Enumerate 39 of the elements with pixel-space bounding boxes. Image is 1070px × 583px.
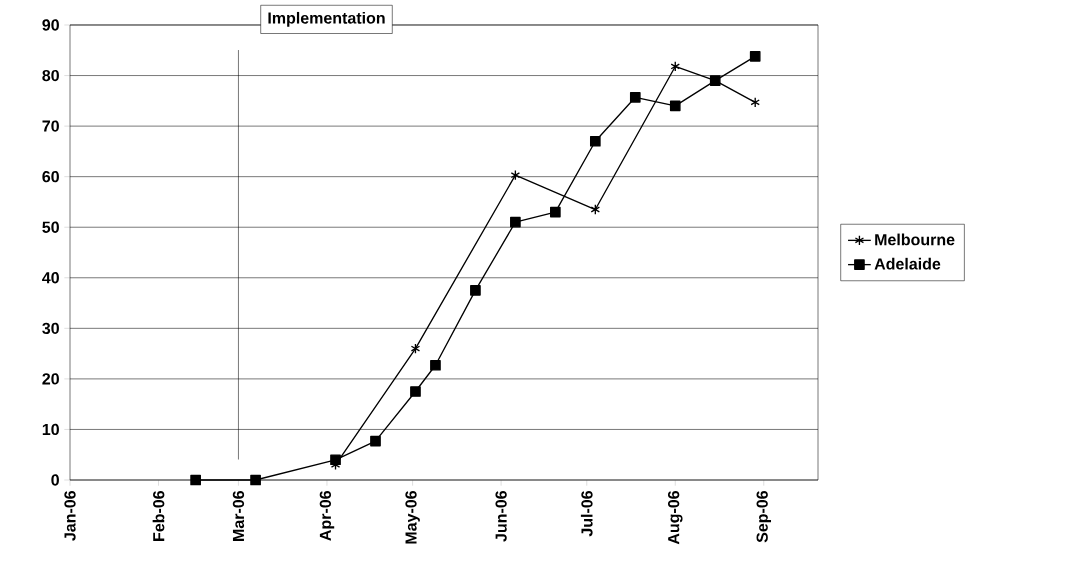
x-tick-label: Feb-06 (152, 490, 165, 541)
point (749, 51, 761, 62)
point (250, 474, 261, 486)
y-tick-label: 0 (51, 474, 59, 486)
point (750, 97, 760, 108)
point (590, 204, 601, 215)
point (670, 61, 680, 72)
y-tick-label: 60 (42, 171, 59, 183)
x-tick-label: Aug-06 (667, 490, 683, 545)
y-tick-label: 30 (42, 322, 59, 335)
point (589, 135, 601, 147)
y-tick-label: 50 (42, 221, 59, 233)
y-tick-label: 40 (42, 272, 59, 284)
point (410, 386, 421, 397)
point (510, 169, 521, 181)
point (510, 216, 521, 228)
y-tick-label: 90 (42, 19, 59, 31)
legend-label: Melbourne (875, 233, 955, 246)
x-tick-label: Sep-06 (756, 490, 772, 543)
point (190, 474, 201, 486)
point (410, 343, 421, 354)
point (550, 206, 561, 218)
y-tick-label: 20 (42, 373, 59, 385)
legend-label: Adelaide (874, 257, 941, 270)
y-tick-label: 80 (42, 69, 59, 82)
y-tick-label: 70 (42, 120, 59, 132)
x-tick-label: Jun-06 (495, 490, 507, 542)
point (430, 359, 441, 371)
point (669, 100, 681, 112)
point (370, 435, 381, 447)
x-tick-label: Jan-06 (64, 490, 76, 541)
ref-line-label: Implementation (268, 11, 385, 27)
point (470, 285, 481, 296)
y-tick-label: 10 (42, 423, 59, 436)
x-tick-label: Mar-06 (232, 490, 245, 541)
point (629, 91, 641, 103)
x-tick-label: Apr-06 (319, 490, 335, 541)
x-tick-label: Jul-06 (580, 490, 593, 537)
x-tick-label: May-06 (405, 490, 420, 544)
